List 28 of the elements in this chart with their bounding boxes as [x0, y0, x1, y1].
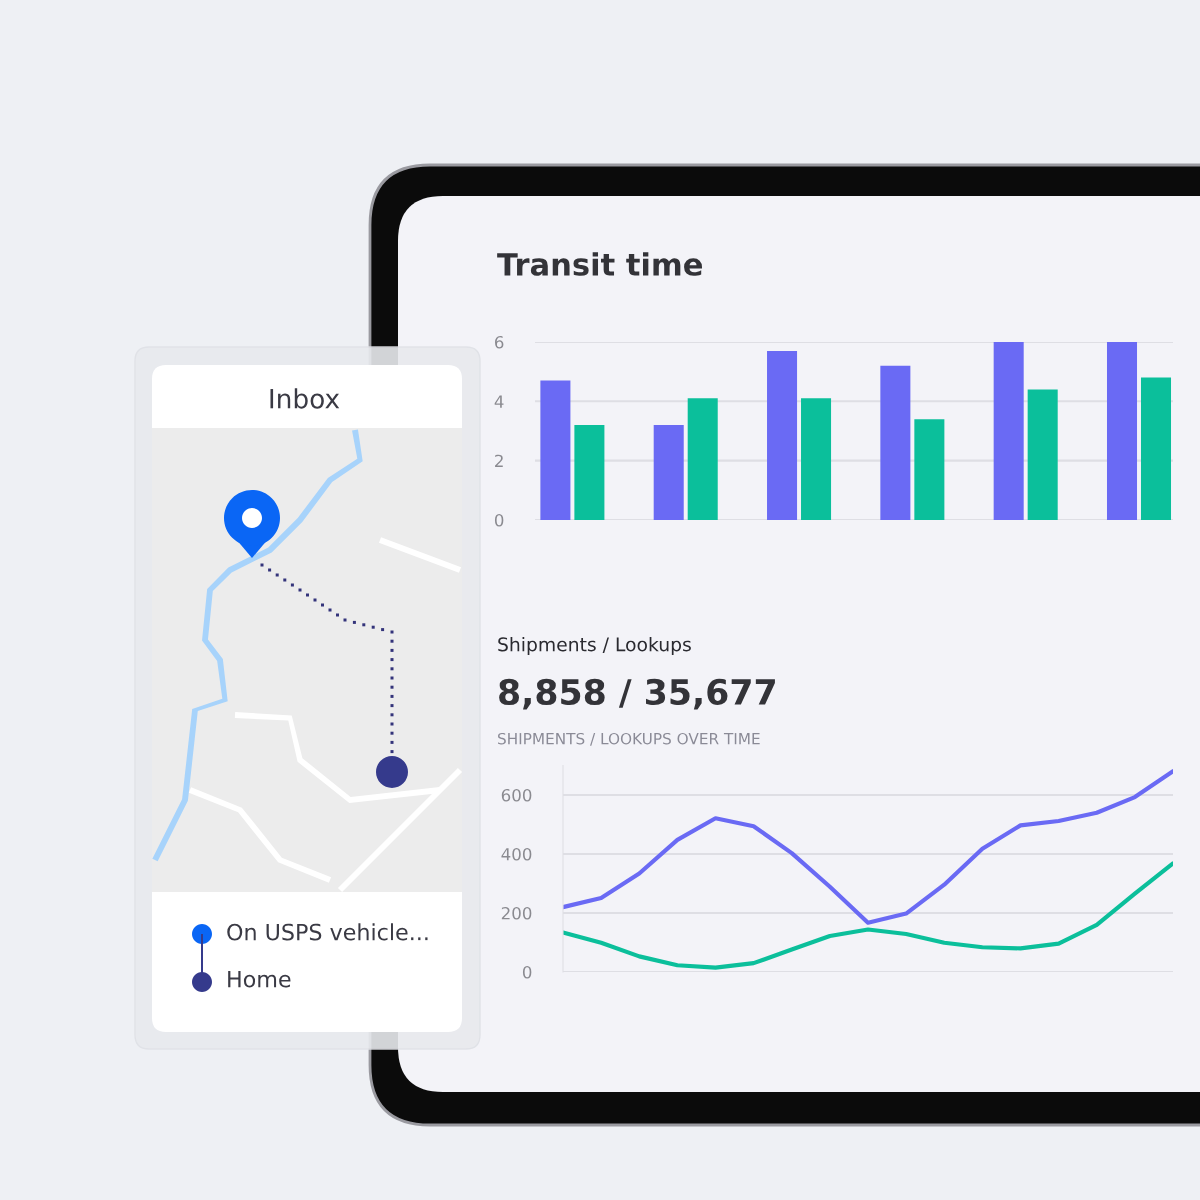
- bar: [574, 425, 605, 520]
- bar: [540, 380, 571, 520]
- text: SHIPMENTS / LOOKUPS OVER TIME: [498, 732, 760, 746]
- y-tick-label: 6: [495, 335, 504, 349]
- text: Inbox: [270, 388, 340, 409]
- y-tick-label: 0: [494, 513, 504, 527]
- bar: [767, 350, 798, 520]
- chart-title: Transit time: [497, 252, 702, 276]
- bar: [993, 342, 1024, 520]
- text: Home: [228, 970, 291, 988]
- chart-subtitle: 8,858 / 35,677: [499, 678, 775, 710]
- y-tick-label: 4: [494, 395, 504, 408]
- text: On USPS vehicle...: [227, 923, 428, 941]
- y-tick-label: 0: [522, 965, 532, 979]
- y-tick-label: 200: [501, 906, 532, 920]
- bar: [1027, 389, 1058, 520]
- bar: [801, 398, 832, 520]
- bar: [687, 398, 718, 520]
- bar: [880, 365, 911, 520]
- y-tick-label: 2: [495, 454, 503, 467]
- line-series: [563, 769, 1173, 925]
- bar: [914, 419, 945, 520]
- y-tick-label: 600: [501, 788, 532, 802]
- y-tick-label: 400: [501, 847, 532, 861]
- bar: [1106, 342, 1138, 520]
- bar: [653, 425, 684, 520]
- chart-title: Shipments / Lookups: [498, 636, 691, 656]
- bar: [1140, 377, 1172, 520]
